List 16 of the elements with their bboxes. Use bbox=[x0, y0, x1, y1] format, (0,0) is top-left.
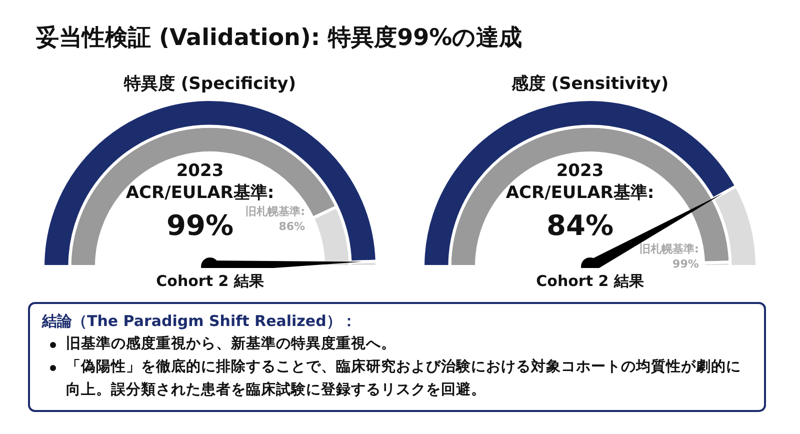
text: 旧基準の感度重視から、新基準の特異度重視へ。 bbox=[66, 334, 396, 354]
text: 「偽陽性」を徹底的に排除することで、臨床研究および治験における対象コホートの均質性が劇的に向上。誤分類された患者を臨床試験に登録するリスクを回避。 bbox=[66, 357, 742, 400]
data-label: 99% bbox=[166, 208, 234, 242]
text: 結論（The Paradigm Shift Realized）： bbox=[42, 312, 358, 331]
chart-title: 感度 (Sensitivity) bbox=[510, 73, 670, 96]
slice-label: 2023 ACR/EULAR基準: bbox=[506, 160, 654, 203]
text: 妥当性検証 (Validation): 特異度99%の達成 bbox=[36, 24, 522, 53]
data-label: 84% bbox=[546, 208, 614, 242]
slice-label: 旧札幌基準: bbox=[246, 204, 306, 218]
text: Cohort 2 結果 bbox=[535, 272, 645, 291]
slice-label: 旧札幌基準: bbox=[639, 242, 699, 256]
data-label: 99% bbox=[672, 257, 699, 270]
data-label: 86% bbox=[278, 220, 306, 233]
chart-title: 特異度 (Specificity) bbox=[122, 73, 298, 96]
text: Cohort 2 結果 bbox=[155, 272, 265, 291]
slice-label: 2023 ACR/EULAR基準: bbox=[126, 160, 274, 203]
